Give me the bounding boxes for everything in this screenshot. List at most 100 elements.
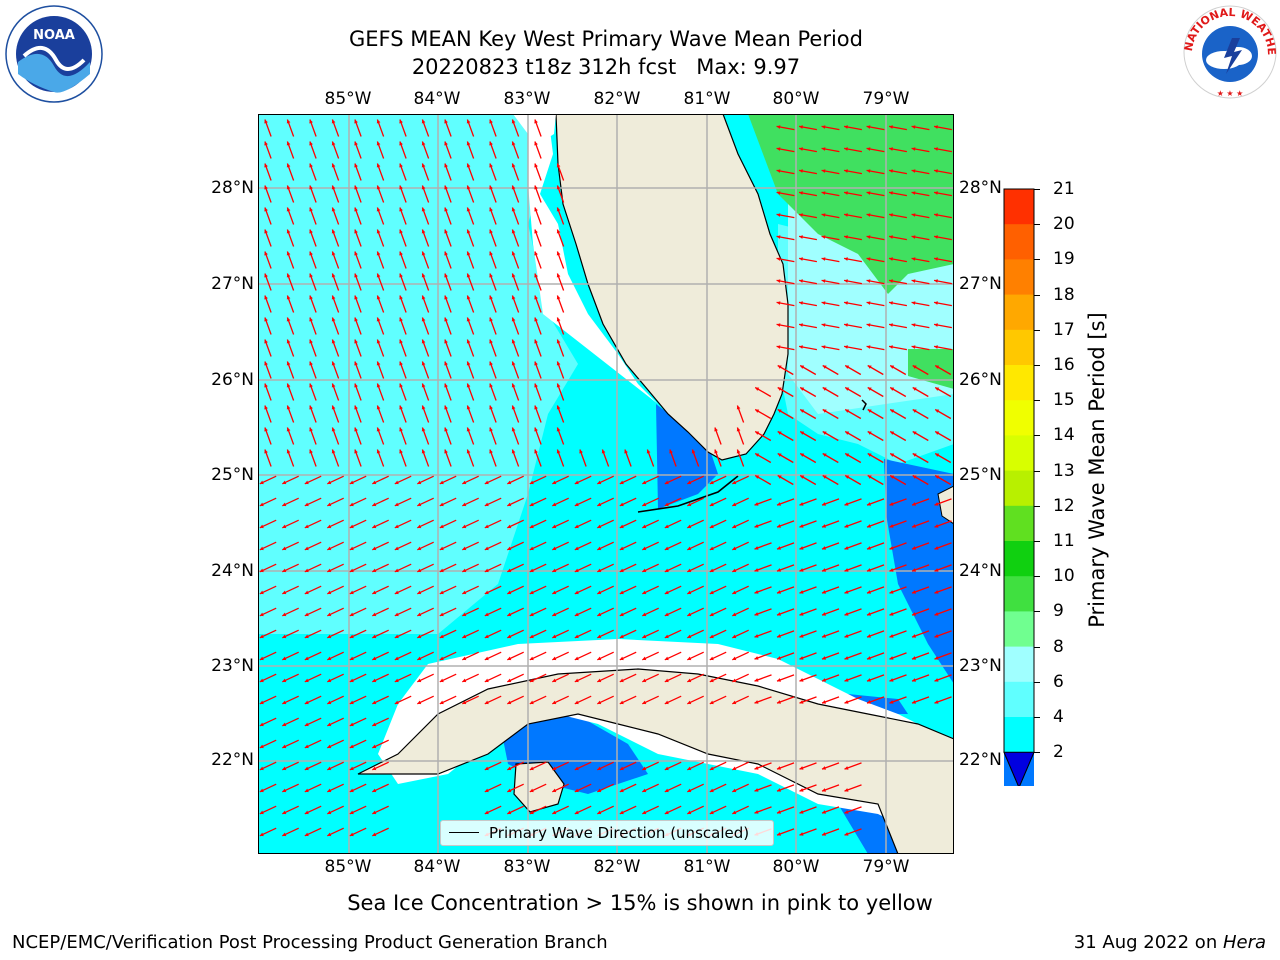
wave-arrow-head [444,251,448,256]
colorbar-tick-mark [1034,224,1040,226]
wave-arrow-head [534,251,538,256]
wave-arrow-head [349,480,354,485]
wave-arrow-head [466,163,471,168]
wave-period-map [258,114,954,854]
wave-arrow-head [664,656,669,661]
wave-arrow-head [529,678,534,683]
colorbar-tick-mark [1034,541,1040,542]
wave-arrow-head [799,832,804,836]
wave-arrow-head [822,387,827,391]
wave-arrow-head [349,832,354,837]
wave-arrow-head [556,229,561,234]
wave-arrow-head [799,656,804,660]
wave-arrow-head [439,546,444,551]
wave-arrow-head [822,409,827,413]
wave-arrow-head [286,185,291,190]
wave-arrow-head [462,568,467,573]
wave-arrow-head [912,590,916,594]
wave-arrow-head [912,502,916,506]
wave-arrow-head [331,339,336,344]
wave-arrow-head [484,612,489,617]
wave-arrow-head [579,449,583,454]
wave-arrow-head [421,229,426,234]
wave-arrow-head [844,345,848,349]
wave-arrow-head [529,700,534,705]
wave-arrow-head [466,449,471,454]
wave-arrow-head [822,766,826,770]
wave-arrow-head [264,405,268,410]
wave-arrow-head [821,323,826,327]
wave-arrow-head [304,832,309,837]
wave-arrow-head [934,700,939,704]
wave-arrow-head [597,634,602,639]
wave-arrow-head [507,766,512,771]
wave-arrow-head [709,568,714,573]
wave-arrow-head [777,700,781,704]
wave-arrow-head [466,339,471,344]
wave-arrow-head [304,656,309,661]
wave-arrow-head [282,502,287,507]
wave-arrow-head [687,590,692,595]
wave-arrow-head [309,405,313,410]
wave-arrow-head [327,480,332,485]
colorbar-tick-mark [1034,189,1040,190]
wave-arrow-head [687,480,692,485]
wave-arrow-head [754,568,759,572]
wave-arrow-head [799,323,803,327]
wave-arrow-head [935,365,940,369]
map-legend: Primary Wave Direction (unscaled) [440,820,774,846]
wave-arrow-head [934,612,939,616]
noaa-logo: NOAA [5,5,103,103]
wave-arrow-head [394,568,399,573]
wave-arrow-head [327,634,332,639]
wave-arrow-head [709,480,714,485]
wave-arrow-head [889,279,893,283]
wave-arrow-head [844,191,848,195]
wave-arrow-head [484,502,489,507]
wave-arrow-head [489,317,493,322]
footer-machine: Hera [1222,932,1266,953]
wave-arrow-head [421,141,426,146]
wave-arrow-head [259,502,264,507]
wave-arrow-head [421,273,426,278]
wave-arrow-head [799,125,803,129]
wave-arrow-head [444,383,448,388]
wave-arrow-head [822,832,826,836]
colorbar-band [1004,329,1034,366]
wave-arrow-head [466,207,471,212]
colorbar-label: Primary Wave Mean Period [s] [1085,312,1109,628]
ocean-fill-deep-florida-bay [656,404,718,509]
wave-arrow-head [511,449,516,454]
chart-title-line2: 20220823 t18z 312h fcst Max: 9.97 [411,55,801,79]
wave-arrow-head [776,257,781,261]
wave-arrow-head [552,766,557,771]
wave-arrow-head [552,590,557,595]
wave-arrow-head [489,229,493,234]
wave-arrow-head [282,766,287,771]
wave-arrow-head [439,634,444,639]
wave-arrow-head [439,590,444,595]
wave-arrow-head [821,125,826,129]
wave-arrow-head [511,317,516,322]
colorbar-tick-label: 17 [1053,319,1075,340]
wave-arrow-head [866,191,871,195]
wave-arrow-head [844,546,849,550]
wave-arrow-head [822,788,826,792]
wave-arrow-head [822,810,826,814]
wave-arrow-head [259,634,264,639]
wave-arrow-head [259,590,264,595]
wave-arrow-head [399,295,403,300]
footer-credit: NCEP/EMC/Verification Post Processing Pr… [12,932,608,953]
wave-arrow-head [799,147,803,151]
wave-arrow-head [489,119,493,124]
wave-arrow-head [664,568,669,573]
wave-arrow-head [376,361,381,366]
wave-arrow-head [484,524,489,529]
wave-arrow-head [259,810,264,815]
colorbar-band [1004,611,1034,648]
wave-arrow-head [911,279,916,283]
wave-arrow-head [354,119,358,124]
wave-arrow-head [394,502,399,507]
wave-arrow-head [911,169,916,173]
wave-arrow-head [844,832,849,836]
